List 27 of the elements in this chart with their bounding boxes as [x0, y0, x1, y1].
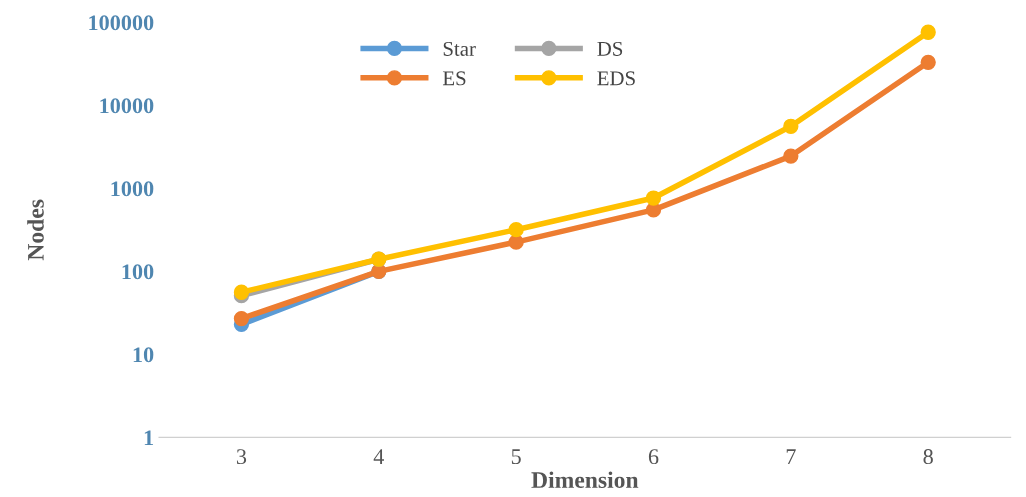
y-tick-label: 1000 [111, 181, 154, 197]
legend-label: EDS [597, 71, 635, 86]
y-tick-label: 10000 [100, 98, 154, 114]
x-tick-label: 6 [648, 449, 659, 465]
y-tick-label: 100000 [89, 15, 154, 31]
y-tick-label: 10 [133, 347, 154, 363]
point [783, 118, 799, 134]
x-tick-label: 5 [511, 449, 521, 465]
point [920, 54, 936, 70]
y-axis-title: Nodes [27, 199, 44, 261]
point [233, 284, 250, 300]
point [645, 190, 662, 206]
x-axis-title: Dimension [531, 471, 639, 489]
y-tick-label: 1 [144, 430, 154, 446]
point [783, 148, 799, 164]
x-tick-label: 8 [923, 449, 933, 465]
legend-label: Star [443, 41, 476, 56]
point [920, 24, 936, 40]
x-tick-label: 3 [236, 449, 247, 465]
point [508, 222, 524, 238]
x-tick-label: 7 [786, 449, 796, 464]
point [508, 234, 524, 250]
x-tick-label: 4 [373, 449, 384, 464]
y-tick-label: 100 [122, 264, 154, 280]
point [233, 310, 250, 327]
legend-label: ES [442, 71, 466, 86]
legend-label: DS [597, 41, 623, 56]
